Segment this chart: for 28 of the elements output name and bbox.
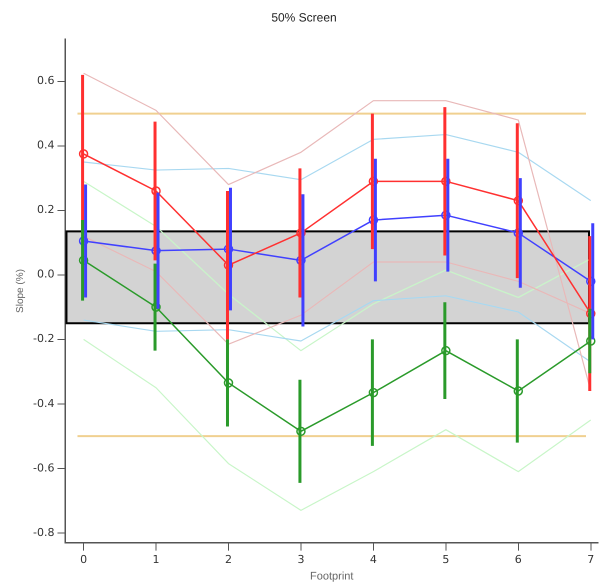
point: [368, 388, 378, 398]
x-axis-title: Footprint: [310, 570, 354, 582]
point: [151, 186, 161, 196]
point: [224, 378, 234, 388]
y-tick-label: 0.4: [36, 138, 54, 152]
point: [296, 426, 306, 436]
y-tick-label: 0.6: [36, 74, 54, 88]
chart-title: 50% Screen: [271, 10, 337, 25]
y-axis-title: Slope (%): [14, 269, 26, 313]
x-tick-label: 3: [297, 553, 304, 566]
point: [586, 336, 596, 346]
y-tick-label: 0.2: [36, 203, 54, 216]
x-tick-label: 1: [152, 553, 160, 566]
y-tick-label: -0.6: [32, 461, 54, 474]
point: [441, 346, 451, 356]
y-tick-label: -0.8: [32, 526, 54, 539]
point: [151, 302, 161, 312]
x-tick-label: 7: [587, 553, 594, 566]
y-tick-label: -0.2: [32, 332, 54, 346]
point: [78, 149, 88, 159]
y-tick-label: -0.4: [32, 396, 54, 410]
x-tick-label: 0: [80, 553, 88, 566]
y-tick-label: 0.0: [36, 268, 54, 281]
point: [514, 386, 524, 396]
x-tick-label: 2: [224, 553, 232, 566]
x-tick-label: 5: [442, 553, 450, 566]
x-tick-label: 6: [514, 553, 522, 566]
x-tick-label: 4: [370, 553, 377, 566]
